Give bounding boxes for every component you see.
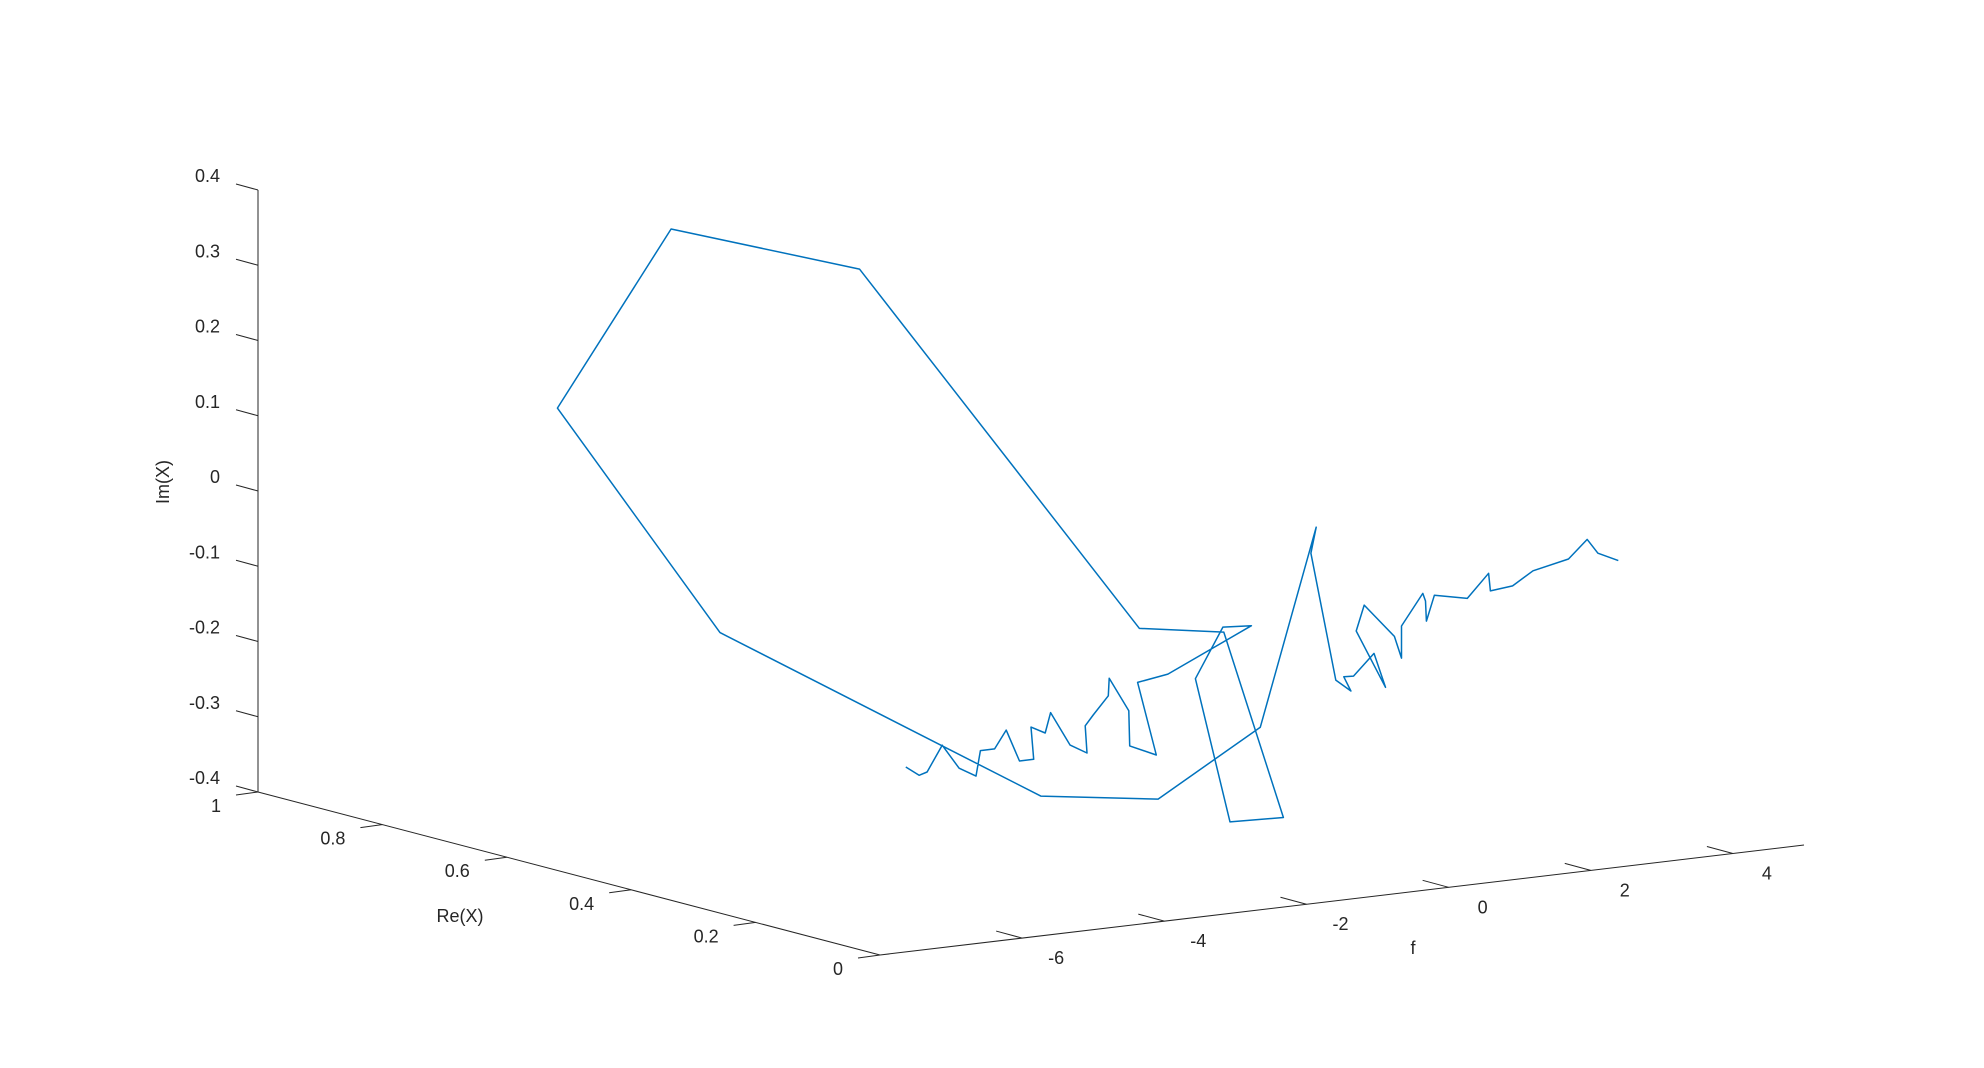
z-tick-label: 0.4 [195, 166, 220, 186]
x-axis-label: f [1410, 938, 1416, 958]
z-tick-mark [235, 258, 259, 266]
axes-frame [257, 190, 1805, 956]
x-tick-label: -4 [1190, 931, 1206, 951]
z-tick-label: -0.2 [189, 618, 220, 638]
z-tick-mark [235, 710, 259, 718]
y-tick-label: 0.4 [569, 894, 594, 914]
x-tick-mark [1564, 862, 1591, 871]
z-tick-label: 0 [210, 467, 220, 487]
y-tick-label: 1 [211, 796, 221, 816]
series-line [556, 228, 1619, 823]
y-axis-label: Re(X) [436, 906, 483, 926]
y-tick-mark [484, 856, 507, 861]
y-tick-mark [857, 954, 881, 959]
y-tick-label: 0 [833, 959, 843, 979]
y-axis-line [257, 791, 881, 956]
z-tick-mark [235, 559, 259, 567]
x-tick-mark [996, 930, 1023, 939]
z-axis-ticks: -0.4 -0.3 -0.2 -0.1 0 0.1 0.2 0.3 0.4 [189, 166, 259, 793]
x-tick-mark [1706, 845, 1734, 854]
y-tick-label: 0.8 [320, 829, 345, 849]
z-tick-label: 0.3 [195, 241, 220, 261]
z-tick-label: -0.1 [189, 542, 220, 562]
y-tick-label: 0.2 [694, 926, 719, 946]
y-tick-mark [360, 824, 383, 829]
x-tick-label: 4 [1762, 863, 1772, 883]
z-tick-mark [235, 334, 259, 341]
z-tick-mark [235, 635, 259, 642]
y-tick-mark [235, 791, 259, 796]
z-tick-mark [235, 484, 259, 492]
x-tick-label: -6 [1048, 948, 1064, 968]
y-tick-mark [733, 921, 756, 926]
x-tick-label: 0 [1478, 897, 1488, 917]
z-tick-label: 0.2 [195, 317, 220, 337]
x-tick-label: 2 [1620, 880, 1630, 900]
x-tick-mark [1422, 879, 1449, 888]
x-tick-mark [1138, 913, 1165, 922]
x-tick-label: -2 [1332, 914, 1348, 934]
y-tick-label: 0.6 [445, 861, 470, 881]
x-axis-line [879, 844, 1805, 956]
x-tick-mark [1280, 896, 1307, 905]
z-tick-label: 0.1 [195, 392, 220, 412]
data-series-layer [556, 228, 1619, 823]
z-tick-label: -0.4 [189, 768, 220, 788]
y-axis-ticks: 0 0.2 0.4 0.6 0.8 1 [211, 791, 881, 979]
z-tick-mark [235, 785, 259, 793]
z-axis-label: Im(X) [153, 460, 173, 504]
x-axis-ticks: -6 -4 -2 0 2 4 [996, 845, 1772, 968]
z-tick-label: -0.3 [189, 693, 220, 713]
z-tick-mark [235, 183, 259, 191]
y-tick-mark [609, 889, 632, 894]
z-tick-mark [235, 409, 259, 417]
